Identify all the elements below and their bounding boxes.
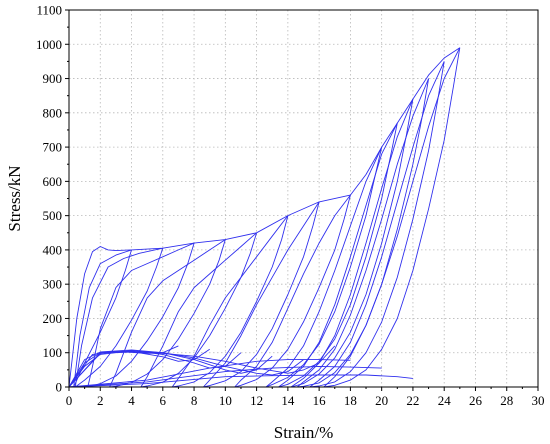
series-line-19 [290,98,414,388]
series-line-8 [234,194,351,388]
series-line-14 [75,248,164,388]
y-tick-label: 700 [43,140,63,155]
series-line-10 [172,215,289,388]
y-tick-label: 1100 [36,3,62,18]
series-line-35 [68,345,179,388]
series-line-20 [278,122,398,388]
y-axis-label: Stress/kN [5,165,24,231]
y-tick-label: 300 [43,277,63,292]
y-tick-label: 0 [56,380,63,395]
series-line-16 [323,47,461,388]
x-tick-label: 22 [406,393,419,408]
y-tick-label: 500 [43,208,63,223]
x-tick-label: 4 [128,393,135,408]
y-tick-label: 400 [43,242,63,257]
series-line-11 [140,232,258,388]
series-line-23 [203,201,320,388]
series-line-34 [68,348,210,388]
x-tick-label: 30 [532,393,545,408]
x-tick-label: 12 [250,393,263,408]
x-tick-label: 2 [97,393,104,408]
series-line-30 [68,345,336,388]
x-tick-label: 0 [66,393,73,408]
series-line-37 [68,365,382,388]
series-line-26 [109,239,226,388]
series-line-3 [309,61,445,388]
series-line-24 [171,215,289,388]
series-line-5 [290,99,414,388]
x-tick-label: 18 [344,393,357,408]
y-tick-label: 900 [43,71,63,86]
y-tick-label: 1000 [36,37,62,52]
x-tick-label: 6 [160,393,167,408]
x-tick-label: 24 [438,393,452,408]
y-tick-label: 600 [43,174,63,189]
x-tick-label: 14 [281,393,295,408]
x-tick-label: 16 [313,393,327,408]
series-line-36 [68,374,413,388]
y-tick-label: 200 [43,311,63,326]
x-tick-label: 28 [500,393,513,408]
series-line-13 [87,242,195,388]
series-line-25 [140,232,257,388]
x-tick-label: 10 [219,393,232,408]
series-line-21 [265,146,383,388]
grid-lines [69,10,538,387]
series-line-1 [68,47,461,388]
series-line-29 [73,249,132,388]
series-line-2 [323,47,461,388]
series-line-31 [68,350,304,388]
series-line-7 [265,146,383,388]
x-tick-label: 26 [469,393,483,408]
series-line-22 [234,194,351,388]
series-line-15 [73,249,132,388]
series-line-32 [68,349,273,388]
series-line-27 [87,242,195,388]
series-line-12 [109,239,226,388]
x-tick-label: 20 [375,393,388,408]
y-tick-label: 800 [43,105,63,120]
y-tick-label: 100 [43,345,63,360]
series-line-18 [296,78,430,388]
series-line-28 [74,247,163,388]
series-line-17 [309,61,445,388]
series-line-38 [68,359,351,388]
x-axis-label: Strain/% [274,423,334,442]
series-line-9 [203,201,320,388]
axis-ticks: 0 2 4 6 8 10 12 14 16 18 20 22 24 26 28 300100200300400… [36,3,545,409]
x-tick-label: 8 [191,393,198,408]
plot-frame [68,9,539,388]
series-group [68,47,461,388]
series-line-6 [278,123,398,388]
